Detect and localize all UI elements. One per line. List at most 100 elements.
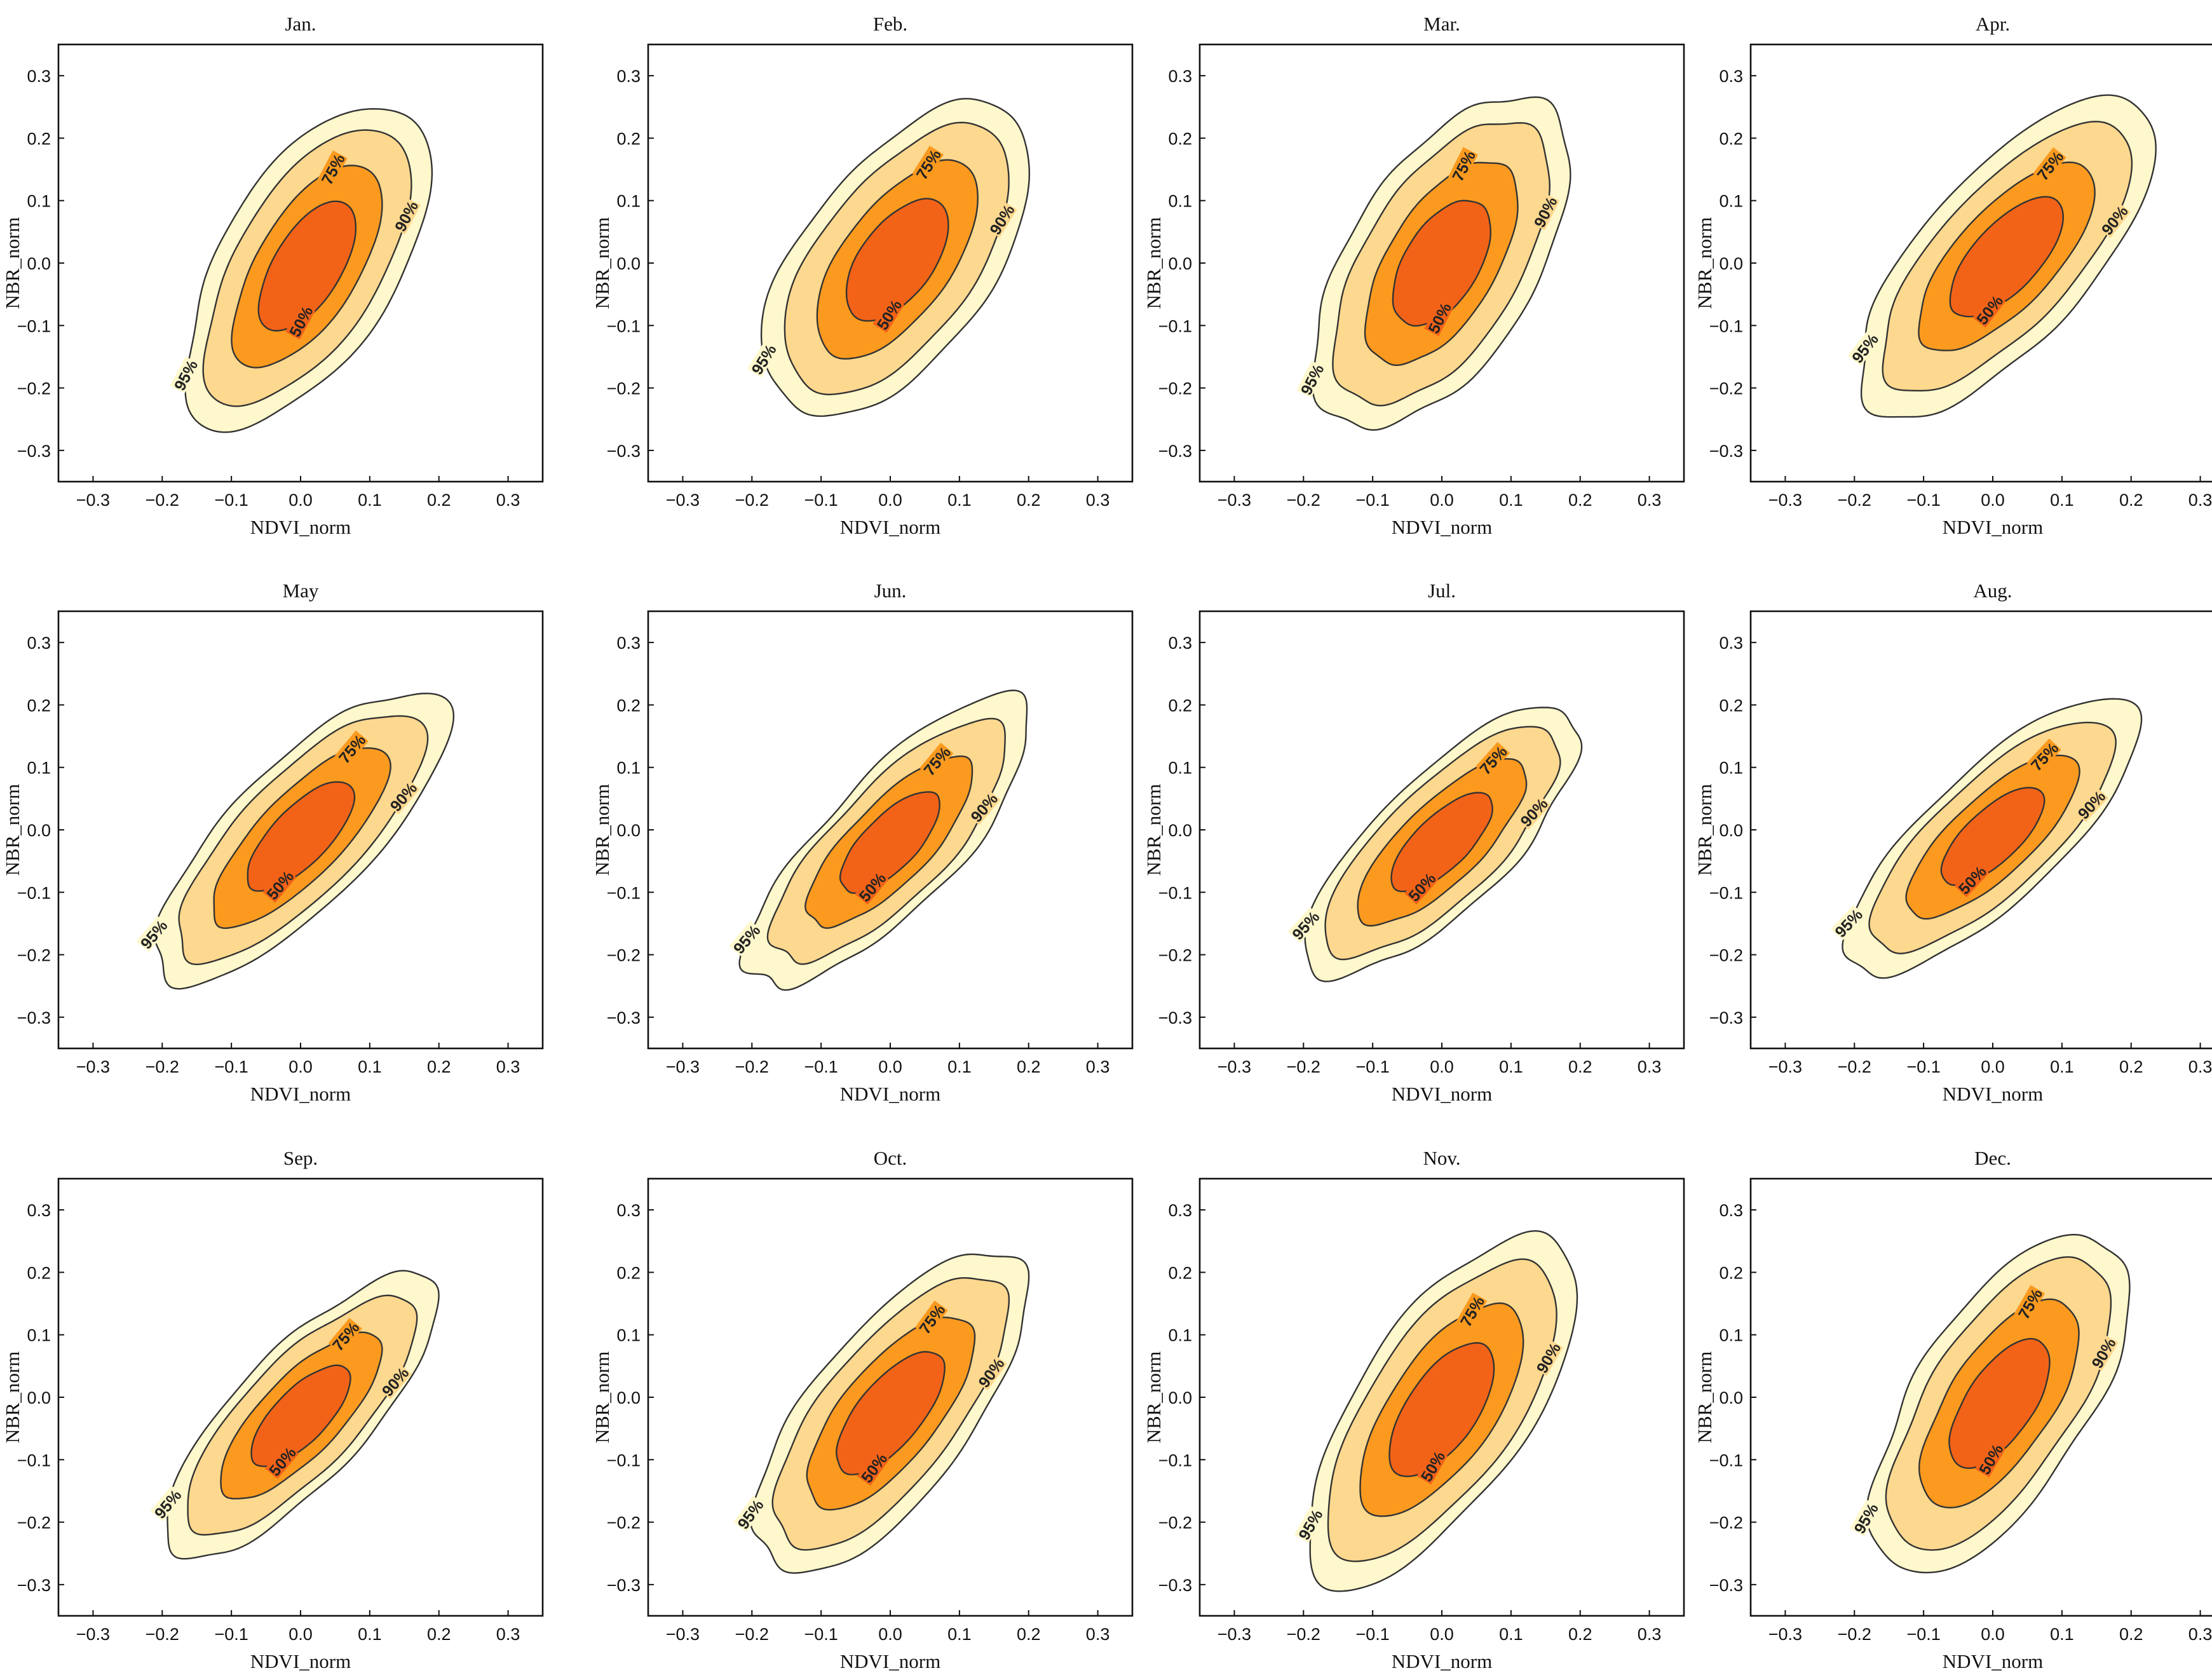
contour-group: 95%90%75%50% — [1847, 94, 2157, 418]
x-tick-label: 0.1 — [2050, 1057, 2074, 1076]
y-axis-label: NBR_norm — [1143, 1351, 1165, 1444]
panel-may: 95%90%75%50% −0.3 −0.3 −0.2 −0.2 −0.1 −0.1 0.0 0… — [1, 579, 544, 1105]
y-tick-label: 0.1 — [27, 759, 51, 778]
x-tick-label: −0.1 — [1906, 1625, 1940, 1644]
contour-group: 95%90%75%50% — [1287, 707, 1583, 982]
contour-label-bg — [386, 778, 420, 815]
panel-title: Aug. — [1973, 579, 2012, 602]
x-tick-label: −0.2 — [146, 1625, 179, 1644]
y-tick-label: 0.2 — [27, 1263, 51, 1282]
y-tick-label: 0.2 — [1168, 129, 1192, 148]
x-tick-label: −0.1 — [1906, 491, 1940, 510]
contour-label-bg — [328, 1318, 362, 1354]
contour-label-bg — [2026, 738, 2061, 774]
x-tick-label: −0.2 — [1838, 1625, 1871, 1644]
y-tick-label: 0.1 — [1168, 1326, 1192, 1345]
x-tick-label: −0.1 — [214, 1057, 248, 1076]
y-tick-label: 0.1 — [1168, 759, 1192, 778]
y-tick-label: 0.3 — [27, 67, 51, 86]
y-axis-label: NBR_norm — [1143, 217, 1165, 309]
x-axis-label: NDVI_norm — [840, 1650, 940, 1672]
x-tick-label: 0.0 — [288, 1625, 313, 1644]
y-tick-label: 0.2 — [1168, 1263, 1192, 1282]
x-tick-label: 0.3 — [2188, 1625, 2212, 1644]
y-tick-label: 0.1 — [616, 759, 641, 778]
contour-50-region — [250, 1364, 351, 1467]
panel-title: Feb. — [873, 13, 907, 35]
x-tick-label: −0.2 — [735, 1057, 769, 1076]
contour-50-region — [839, 791, 940, 894]
y-tick-label: 0.0 — [1719, 821, 1743, 840]
contour-label-bg — [317, 150, 348, 187]
contour-label-bg — [1530, 193, 1560, 231]
x-tick-label: 0.1 — [2050, 491, 2074, 510]
x-tick-label: 0.1 — [358, 1625, 382, 1644]
y-axis-label: NBR_norm — [1, 784, 24, 876]
y-tick-label: −0.1 — [1709, 883, 1743, 902]
y-tick-label: −0.2 — [1158, 379, 1192, 398]
y-tick-label: 0.3 — [1719, 1201, 1743, 1220]
y-axis-label: NBR_norm — [1, 217, 24, 309]
contour-label-bg — [915, 1300, 948, 1338]
contour-label-bg — [1424, 299, 1454, 337]
y-tick-label: 0.0 — [1168, 1388, 1192, 1407]
contour-50-region — [1390, 792, 1493, 893]
x-axis-label: NDVI_norm — [840, 1083, 940, 1105]
y-tick-label: −0.2 — [1709, 1514, 1743, 1533]
contour-label-bg — [1448, 147, 1478, 184]
y-tick-label: −0.3 — [17, 1576, 51, 1595]
x-tick-label: 0.2 — [2119, 1625, 2143, 1644]
contour-label-bg — [1972, 291, 2006, 328]
panel-jan: 95%90%75%50% −0.3 −0.3 −0.2 −0.2 −0.1 −0.1 0.0 0… — [1, 13, 544, 538]
panel-feb: 95%90%75%50% −0.3 −0.3 −0.2 −0.2 −0.1 −0.1 0.0 0… — [591, 13, 1134, 538]
x-tick-label: −0.1 — [804, 1625, 838, 1644]
x-tick-label: 0.1 — [358, 1057, 382, 1076]
contour-label-bg — [1456, 1292, 1488, 1330]
y-tick-label: −0.2 — [17, 1514, 51, 1533]
contour-label-bg — [136, 916, 170, 952]
panel-mar: 95%90%75%50% −0.3 −0.3 −0.2 −0.2 −0.1 −0.1 0.0 0… — [1143, 13, 1685, 538]
y-tick-label: −0.2 — [607, 379, 641, 398]
x-tick-label: 0.0 — [878, 1057, 902, 1076]
x-axis-label: NDVI_norm — [1392, 1083, 1492, 1105]
x-tick-label: −0.2 — [146, 1057, 179, 1076]
y-tick-label: −0.3 — [1709, 1576, 1743, 1595]
panel-title: Apr. — [1976, 13, 2010, 35]
y-tick-label: −0.2 — [1709, 379, 1743, 398]
y-tick-label: 0.2 — [616, 696, 641, 715]
x-tick-label: −0.1 — [804, 491, 838, 510]
panel-jul: 95%90%75%50% −0.3 −0.3 −0.2 −0.2 −0.1 −0.1 0.0 0… — [1143, 579, 1685, 1105]
panel-title: Nov. — [1423, 1147, 1460, 1169]
x-tick-label: 0.0 — [878, 491, 902, 510]
x-tick-label: −0.3 — [1768, 1625, 1802, 1644]
y-axis-label: NBR_norm — [591, 1351, 613, 1444]
y-tick-label: −0.1 — [607, 316, 641, 335]
x-tick-label: −0.2 — [1287, 491, 1320, 510]
y-axis-label: NBR_norm — [591, 217, 613, 309]
y-tick-label: 0.3 — [616, 67, 641, 86]
x-tick-label: 0.2 — [1568, 1057, 1592, 1076]
panel-dec: 95%90%75%50% −0.3 −0.3 −0.2 −0.2 −0.1 −0.1 0.0 0… — [1693, 1147, 2212, 1672]
contour-50-region — [1940, 787, 2046, 886]
y-tick-label: −0.2 — [1709, 946, 1743, 965]
panel-title: Mar. — [1423, 13, 1460, 35]
contour-label-bg — [1847, 329, 1882, 366]
x-tick-label: −0.3 — [1218, 1625, 1251, 1644]
contour-50-region — [1388, 1342, 1495, 1477]
panel-apr: 95%90%75%50% −0.3 −0.3 −0.2 −0.2 −0.1 −0.1 0.0 0… — [1693, 13, 2212, 538]
y-tick-label: 0.0 — [1168, 254, 1192, 273]
x-tick-label: 0.1 — [2050, 1625, 2074, 1644]
x-tick-label: −0.1 — [1906, 1057, 1940, 1076]
x-tick-label: −0.1 — [214, 491, 248, 510]
x-tick-label: 0.3 — [1638, 1057, 1662, 1076]
contour-label-bg — [150, 1486, 184, 1522]
contour-label-bg — [1974, 1440, 2006, 1478]
contour-50-region — [836, 1351, 946, 1475]
y-tick-label: 0.1 — [616, 192, 641, 211]
x-axis-label: NDVI_norm — [1392, 1650, 1492, 1672]
x-tick-label: −0.3 — [76, 1625, 110, 1644]
y-tick-label: −0.2 — [17, 946, 51, 965]
y-tick-label: 0.3 — [1719, 67, 1743, 86]
x-tick-label: 0.3 — [496, 1057, 520, 1076]
x-tick-label: 0.3 — [496, 491, 520, 510]
